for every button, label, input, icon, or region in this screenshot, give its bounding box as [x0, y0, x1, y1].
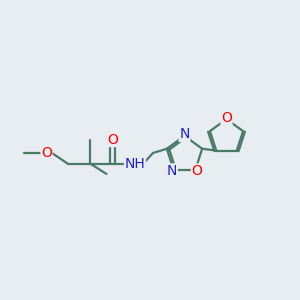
Text: O: O	[107, 133, 118, 146]
Text: N: N	[167, 164, 177, 178]
Text: O: O	[221, 111, 232, 124]
Text: NH: NH	[124, 157, 146, 170]
Text: N: N	[179, 128, 190, 141]
Text: O: O	[41, 146, 52, 160]
Text: O: O	[191, 164, 203, 178]
